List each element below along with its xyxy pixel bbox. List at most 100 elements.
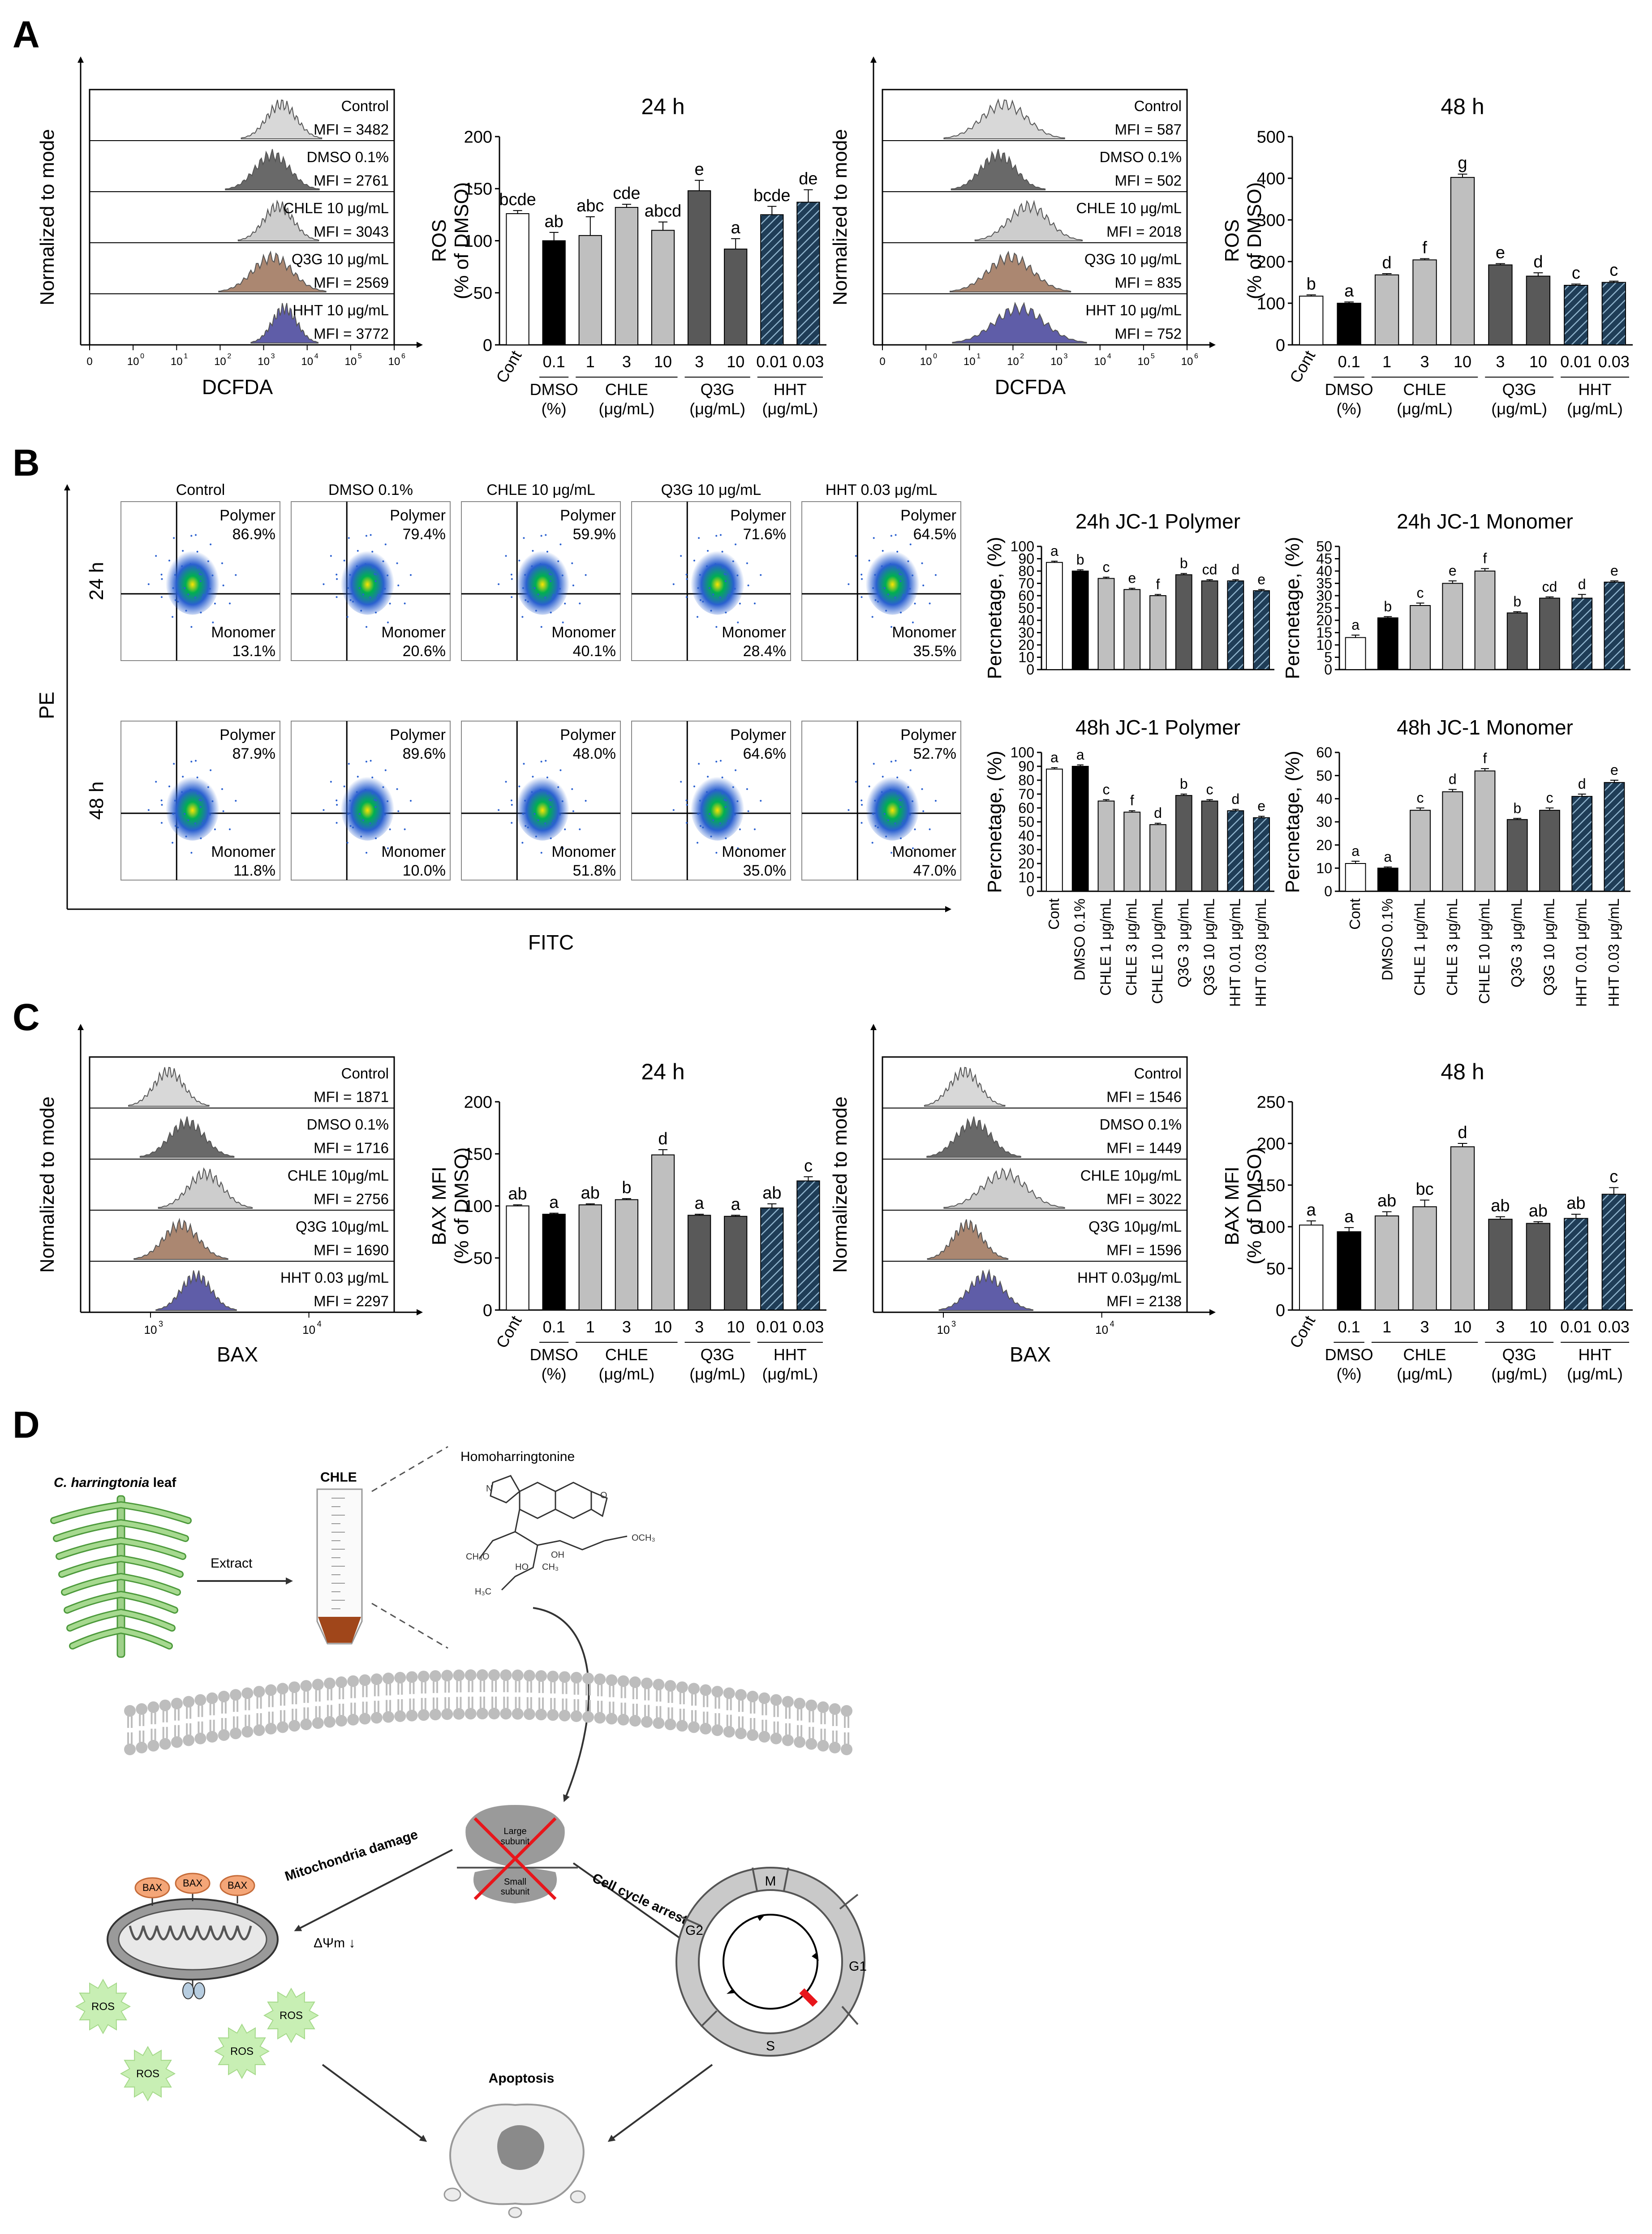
cell-dot: [404, 602, 406, 605]
lipid-head: [617, 1714, 629, 1726]
panel-label-d: D: [13, 1404, 40, 1446]
significance-letter: e: [1257, 571, 1265, 587]
cell-dot: [371, 567, 374, 569]
cell-dot: [737, 847, 739, 849]
scatter-plot: Polymer 87.9% Monomer 11.8%: [120, 721, 280, 881]
cell-dot: [160, 596, 163, 598]
lipid-head: [441, 1708, 453, 1720]
cell-dot: [702, 826, 704, 829]
cell-dot: [160, 573, 163, 576]
cell-dot: [397, 810, 400, 812]
cell-dot: [734, 813, 736, 816]
phase-m: M: [765, 1874, 776, 1889]
cell-dot: [347, 813, 349, 815]
lipid-head: [688, 1721, 700, 1733]
cell-dot: [887, 593, 889, 596]
cell-dot: [177, 826, 179, 829]
cell-dot: [374, 580, 377, 582]
histogram-curve: [133, 1218, 228, 1260]
cell-dot: [511, 578, 513, 580]
cell-dot: [549, 799, 551, 801]
tick-label: 10: [937, 1323, 950, 1336]
cell-dot: [181, 791, 183, 793]
cell-dot: [725, 837, 727, 839]
histogram-mfi: MFI = 3043: [314, 223, 389, 240]
bar: [1564, 285, 1588, 346]
group-label: Q3G: [1502, 380, 1536, 399]
cell-dot: [168, 559, 171, 562]
cell-cloud: [340, 547, 395, 615]
y-tick-label: 60: [1018, 800, 1034, 816]
tick-label: 10: [920, 356, 932, 368]
cell-dot: [855, 781, 857, 783]
cell-dot: [874, 574, 876, 576]
cell-dot: [214, 828, 216, 830]
significance-letter: ab: [1566, 1194, 1585, 1213]
bar: [1377, 617, 1398, 670]
zoom-line-bottom: [371, 1602, 448, 1649]
cell-dot: [376, 822, 379, 824]
cell-dot: [202, 594, 205, 596]
bar: [1442, 583, 1463, 670]
y-tick-label: 100: [1011, 744, 1034, 760]
cell-dot: [737, 621, 739, 623]
histogram-label: CHLE 10 μg/mL: [1076, 200, 1182, 216]
cell-dot: [895, 534, 897, 536]
cell-dot: [710, 835, 712, 838]
tick-exponent: 6: [401, 352, 405, 360]
bar: [1175, 574, 1192, 670]
lipid-head: [429, 1709, 441, 1721]
cell-dot: [362, 593, 364, 596]
cell-cloud: [516, 773, 570, 841]
cell-dot: [155, 555, 157, 557]
cell-dot: [699, 574, 701, 576]
cell-dot: [909, 588, 911, 590]
cell-dot: [214, 602, 216, 605]
bax-proteins: [134, 1873, 255, 1906]
cell-dot: [172, 813, 174, 815]
cell-dot: [537, 819, 539, 821]
histogram-label: Q3G 10 μg/mL: [292, 251, 389, 267]
cell-dot: [549, 573, 551, 575]
y-tick-label: 20: [1316, 612, 1332, 628]
bar: [1374, 274, 1399, 346]
polymer-value: 48.0%: [573, 745, 616, 762]
cell-dot: [358, 813, 361, 815]
tick-label: 10: [1138, 356, 1150, 368]
cell-dot: [524, 574, 526, 576]
y-axis-label: Percnetage, (%): [984, 537, 1006, 679]
y-axis-label: ROS: [1221, 219, 1243, 262]
cell-dot: [561, 574, 564, 576]
bar: [1337, 1231, 1361, 1310]
histogram-curve: [943, 98, 1065, 139]
group-unit: (μg/mL): [689, 1365, 745, 1383]
group-unit: (%): [542, 400, 567, 418]
lipid-head: [394, 1671, 406, 1684]
apoptosis-arrow-left: [322, 2064, 427, 2142]
polymer-label: Polymer: [730, 726, 786, 743]
significance-letter: e: [1610, 563, 1618, 579]
histogram-mfi: MFI = 2569: [314, 274, 389, 291]
lipid-head: [171, 1697, 183, 1710]
chart-title: 24 h: [641, 94, 684, 119]
significance-letter: abcd: [645, 202, 681, 221]
cell-dot: [899, 573, 901, 575]
histogram-mfi: MFI = 752: [1115, 325, 1182, 342]
tick-label: 10: [258, 356, 270, 368]
group-label: HHT: [1579, 1345, 1612, 1364]
cell-dot: [912, 847, 914, 849]
category-label: 3: [622, 352, 631, 371]
lipid-head: [230, 1689, 242, 1701]
large-subunit-label: subunit: [501, 1837, 530, 1847]
cell-dot: [559, 543, 562, 546]
bar: [687, 190, 711, 345]
cell-dot: [706, 791, 708, 793]
cell-dot: [727, 596, 729, 598]
lipid-head: [406, 1710, 418, 1722]
cell-dot: [352, 601, 354, 603]
bax-label: BAX: [142, 1882, 162, 1893]
ros-label: ROS: [136, 2068, 159, 2080]
lipid-head: [582, 1711, 594, 1723]
cell-dot: [212, 621, 214, 623]
cell-dot: [147, 583, 150, 585]
